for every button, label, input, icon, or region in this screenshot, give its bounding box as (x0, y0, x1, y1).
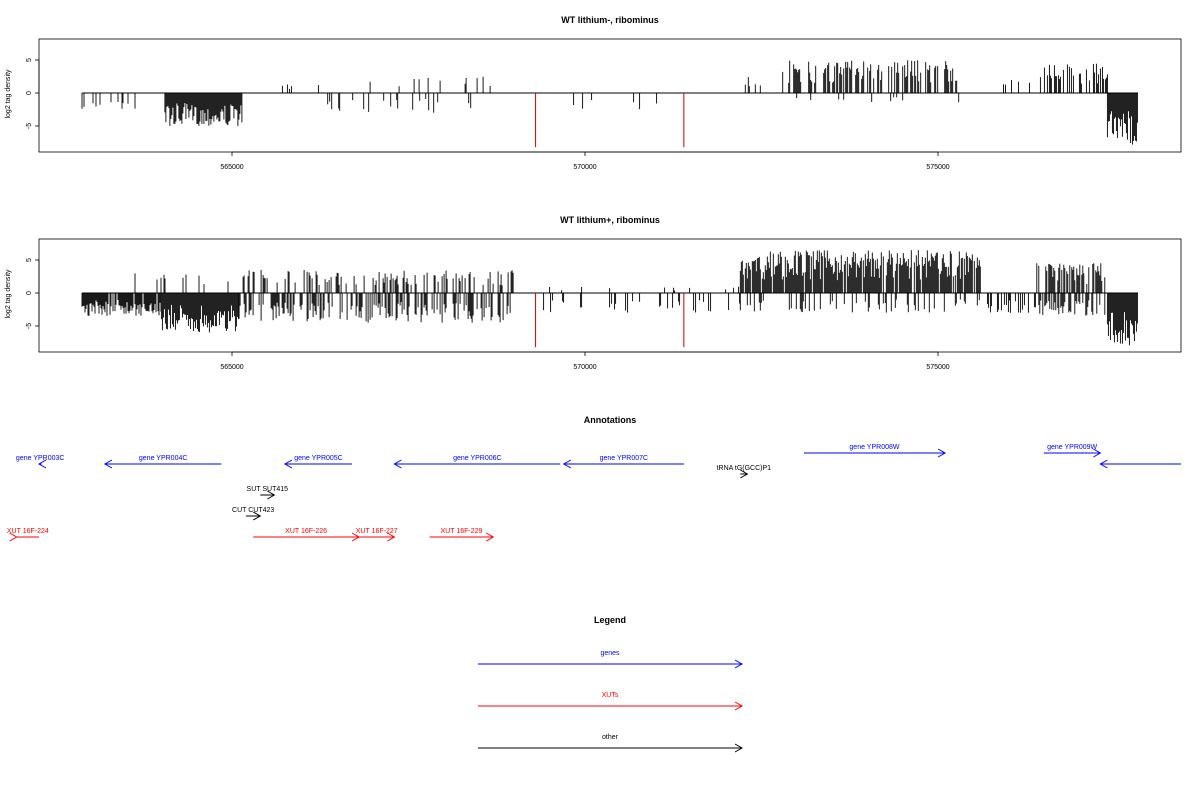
legend-label: genes (600, 650, 620, 657)
feature-label: gene YPR005C (294, 455, 343, 462)
feature-arrow-head (1093, 448, 1102, 458)
feature-label: SUT SUT415 (247, 486, 289, 493)
feature-arrow-head (740, 469, 749, 479)
feature-arrow-head (37, 459, 47, 469)
feature-label: XUT 16F-229 (441, 528, 483, 535)
y-tick-label: 5 (26, 58, 33, 62)
track-panel-2: WT lithium+, ribominus log2 tag density … (5, 215, 1182, 371)
feature-arrow-head (387, 532, 396, 542)
annotation-feature: gene YPR004C (103, 455, 222, 469)
annotations-title: Annotations (584, 415, 637, 425)
legend-arrow-head (734, 701, 744, 711)
annotation-feature: XUT 16F-227 (356, 528, 398, 542)
feature-arrow-head (1099, 459, 1108, 469)
annotation-feature: gene YPR006C (393, 455, 561, 469)
feature-arrow-head (485, 532, 495, 542)
panel-2-ylabel: log2 tag density (5, 269, 12, 319)
feature-arrow-head (562, 459, 572, 469)
x-tick-label: 575000 (926, 364, 949, 371)
legend-label: XUTs (602, 692, 619, 699)
feature-label: XUT 16F-226 (285, 528, 327, 535)
feature-arrow-head (103, 459, 113, 469)
feature-arrow-head (252, 511, 262, 521)
feature-arrow-head (283, 459, 293, 469)
x-tick-label: 575000 (926, 164, 949, 171)
y-tick-label: -5 (26, 123, 33, 129)
legend-title: Legend (594, 615, 626, 625)
panel-2-axes: 5 0 -5 565000 570000 575000 (26, 258, 950, 371)
panel-1-bars (81, 60, 1138, 148)
y-tick-label: 0 (26, 291, 33, 295)
feature-label: gene YPR009W (1047, 444, 1097, 451)
annotation-feature (1099, 459, 1181, 469)
annotation-feature: CUT CUT423 (232, 507, 274, 521)
feature-arrow-head (267, 490, 276, 500)
feature-arrow-head (393, 459, 402, 469)
feature-arrow-head (937, 448, 947, 458)
annotation-feature: gene YPR007C (562, 455, 684, 469)
feature-label: gene YPR003C (16, 455, 65, 462)
legend-panel: Legend genes XUTs other (478, 615, 744, 753)
feature-arrow-head (9, 532, 18, 542)
feature-label: CUT CUT423 (232, 507, 274, 514)
annotation-feature: gene YPR009W (1043, 444, 1102, 458)
y-tick-label: -5 (26, 323, 33, 329)
x-tick-label: 565000 (220, 164, 243, 171)
legend-item-other: other (478, 734, 744, 753)
feature-label: tRNA tG(GCC)P1 (717, 465, 772, 472)
feature-label: XUT 16F-224 (7, 528, 49, 535)
panel-2-bars (81, 250, 1138, 348)
panel-1-axes: 5 0 -5 565000 570000 575000 (26, 58, 950, 171)
annotation-feature: XUT 16F-224 (7, 528, 49, 542)
x-tick-label: 570000 (573, 364, 596, 371)
feature-label: gene YPR006C (453, 455, 502, 462)
panel-1-title: WT lithium-, ribominus (561, 15, 659, 25)
panel-2-title: WT lithium+, ribominus (560, 215, 660, 225)
feature-label: gene YPR004C (139, 455, 188, 462)
annotation-feature: gene YPR003C (16, 455, 65, 469)
feature-label: gene YPR007C (600, 455, 649, 462)
legend-arrow-head (734, 743, 744, 753)
track-panel-1: WT lithium-, ribominus log2 tag density … (5, 15, 1182, 171)
legend-arrow-head (734, 659, 744, 669)
y-tick-label: 5 (26, 258, 33, 262)
annotation-features: gene YPR003C gene YPR004C gene YPR005C gene… (7, 444, 1181, 542)
legend-items: genes XUTs other (478, 650, 744, 753)
annotation-feature: XUT 16F-229 (429, 528, 495, 542)
legend-item-xuts: XUTs (478, 692, 744, 711)
feature-label: gene YPR008W (849, 444, 899, 451)
y-tick-label: 0 (26, 91, 33, 95)
annotation-feature: tRNA tG(GCC)P1 (717, 465, 772, 479)
annotation-feature: gene YPR005C (283, 455, 353, 469)
annotation-feature: SUT SUT415 (247, 486, 289, 500)
panel-1-ylabel: log2 tag density (5, 69, 12, 119)
legend-label: other (602, 734, 619, 741)
feature-label: XUT 16F-227 (356, 528, 398, 535)
legend-item-genes: genes (478, 650, 744, 669)
x-tick-label: 565000 (220, 364, 243, 371)
annotations-panel: Annotations gene YPR003C gene YPR004C gene… (7, 415, 1181, 542)
annotation-feature: gene YPR008W (803, 444, 947, 458)
x-tick-label: 570000 (573, 164, 596, 171)
